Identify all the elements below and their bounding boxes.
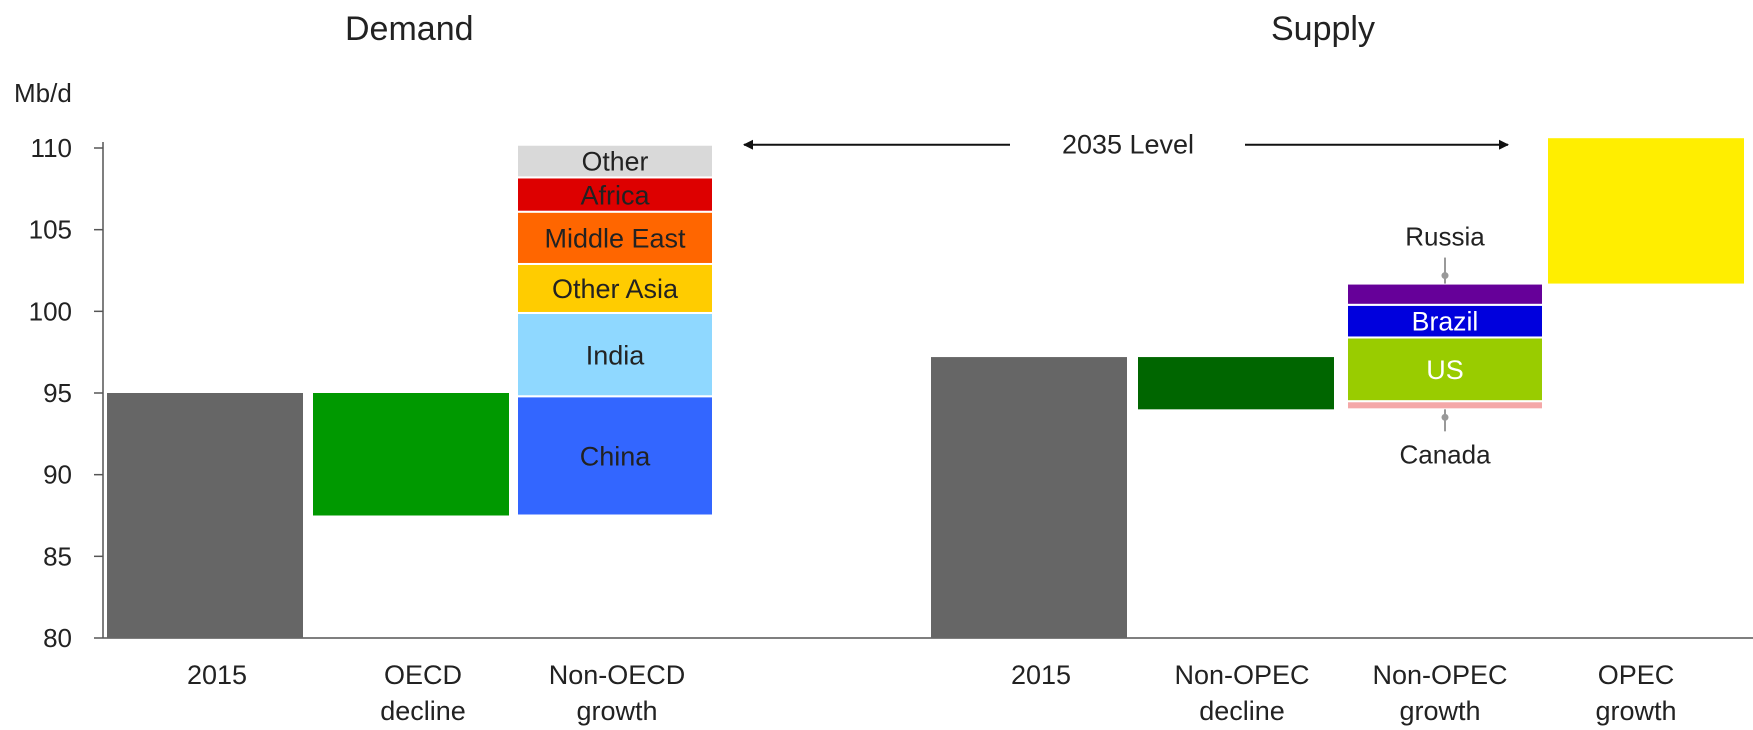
- bar-supply-2015: [931, 357, 1127, 638]
- supply-title: Supply: [1271, 10, 1375, 48]
- segment-africa: [516, 176, 714, 213]
- y-tick-label: 80: [43, 623, 72, 653]
- segment-label-africa: Africa: [580, 180, 650, 210]
- segment-india: [516, 311, 714, 398]
- segment-label-other-asia: Other Asia: [552, 274, 679, 304]
- segment-other: [516, 143, 714, 179]
- bar-rect: [931, 357, 1127, 638]
- segment-china: [516, 395, 714, 517]
- segment-label-china: China: [580, 442, 652, 472]
- category-label-supply-2015: 2015: [1010, 660, 1072, 690]
- bar-demand-non-oecd-growth: China India Other Asia Middle East AfricaOth…: [516, 143, 714, 517]
- segment-us: [1346, 336, 1544, 403]
- bar-demand-2015: [107, 393, 303, 638]
- category-label-demand-2015: 2015: [186, 660, 248, 690]
- segment-label-india: India: [586, 340, 646, 370]
- bar-rect: [1138, 357, 1334, 410]
- leader-dot: [1441, 272, 1449, 280]
- segment-label-middle-east: Middle East: [544, 224, 686, 254]
- y-axis: 80 85 90 95 100 105 110: [29, 133, 1753, 653]
- demand-title: Demand: [345, 10, 474, 48]
- segment-label-canada: Canada: [1399, 439, 1491, 469]
- segment-canada: [1346, 400, 1544, 411]
- bar-rect: [107, 393, 303, 638]
- bar-rect: [313, 393, 509, 516]
- y-tick-label: 100: [29, 296, 72, 326]
- y-tick-label: 90: [43, 460, 72, 490]
- annotation-label: 2035 Level: [1062, 130, 1194, 160]
- segment-label-other: Other: [582, 147, 649, 177]
- bar-supply-non-opec-decline: [1138, 357, 1334, 410]
- leader-dot: [1441, 413, 1449, 421]
- bar-supply-non-opec-growth: Canada US Brazil Russia: [1346, 222, 1544, 469]
- category-label-opec-growth: OPEC growth: [1595, 660, 1677, 726]
- bar-rect: [1548, 138, 1744, 284]
- bars: China India Other Asia Middle East AfricaOth…: [107, 138, 1744, 638]
- y-tick-label: 85: [43, 541, 72, 571]
- segment-label-russia: Russia: [1405, 222, 1485, 252]
- category-label-non-oecd-growth: Non-OECD growth: [548, 660, 686, 726]
- category-label-non-opec-decline: Non-OPEC decline: [1174, 660, 1310, 726]
- y-tick-label: 105: [29, 215, 72, 245]
- annotation: 2035 Level: [743, 130, 1509, 160]
- y-tick-label: 110: [31, 133, 72, 163]
- bar-supply-opec-growth: [1548, 138, 1744, 284]
- segment-label-us: US: [1426, 355, 1464, 385]
- segment-russia: [1346, 282, 1544, 306]
- category-label-non-opec-growth: Non-OPEC growth: [1372, 660, 1508, 726]
- bar-demand-oecd-decline: [313, 393, 509, 516]
- y-tick-label: 95: [43, 378, 72, 408]
- segment-other-asia: [516, 262, 714, 314]
- category-label-oecd-decline: OECD decline: [380, 660, 466, 726]
- y-axis-unit: Mb/d: [14, 78, 72, 108]
- segment-label-brazil: Brazil: [1412, 307, 1479, 337]
- segment-brazil: [1346, 303, 1544, 339]
